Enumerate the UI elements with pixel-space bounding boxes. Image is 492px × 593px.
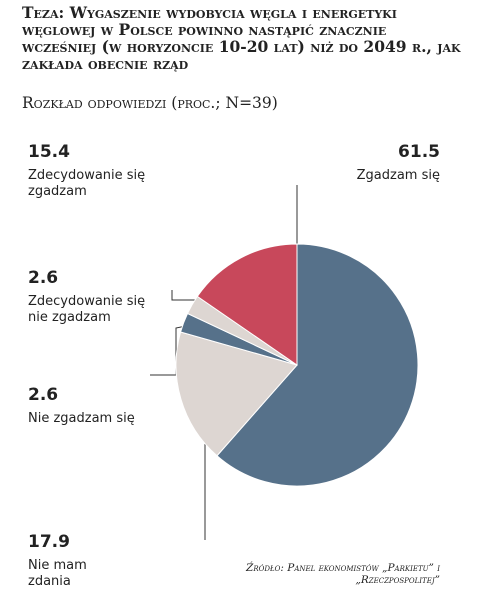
category-label: Zgadzam się [356, 168, 440, 183]
value-label: 61.5 [398, 142, 440, 162]
pie-slice [216, 243, 419, 487]
source: Źródło: Panel ekonomistów „Parkietu” i „… [246, 562, 440, 586]
chart-title: Teza: Wygaszenie wydobycia węgla i energ… [22, 3, 461, 73]
value-label: 2.6 [28, 268, 59, 288]
category-label: Nie mam zdania [28, 558, 87, 589]
slice-label: 17.9 Nie mam zdania [28, 532, 88, 590]
slice-label: 15.4 Zdecydowanie się zgadzam [28, 142, 148, 200]
slice-label: 2.6 Zdecydowanie się nie zgadzam [28, 268, 148, 326]
value-label: 17.9 [28, 532, 70, 552]
slice-label: 2.6 Nie zgadzam się [28, 385, 148, 427]
pie-slice [175, 331, 298, 457]
slice-label: 61.5 Zgadzam się [330, 142, 440, 184]
leader-line [150, 325, 187, 376]
value-label: 2.6 [28, 385, 59, 405]
chart-subtitle: Rozkład odpowiedzi (proc.; N=39) [22, 94, 278, 112]
category-label: Zdecydowanie się nie zgadzam [28, 294, 146, 325]
category-label: Zdecydowanie się zgadzam [28, 168, 146, 199]
pie-slice [196, 243, 298, 366]
leader-line [171, 290, 198, 301]
category-label: Nie zgadzam się [28, 411, 135, 426]
value-label: 15.4 [28, 142, 70, 162]
